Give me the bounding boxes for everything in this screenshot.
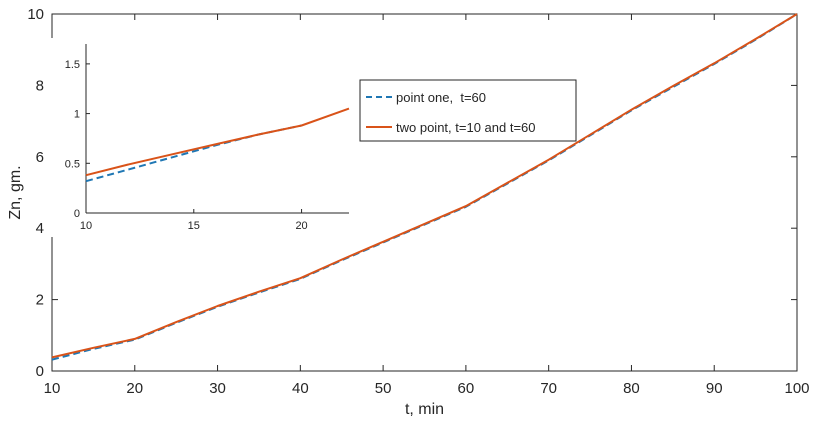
main-x-tick-label: 90 [706, 380, 723, 397]
main-x-tick-label: 10 [44, 380, 61, 397]
legend: point one, t=60 two point, t=10 and t=60 [359, 79, 577, 142]
legend-label-two-point: two point, t=10 and t=60 [396, 120, 536, 135]
inset-x-tick-label: 10 [80, 220, 92, 232]
inset-y-axis: 0 0.5 1 1.5 [65, 44, 90, 220]
main-x-tick-label: 50 [375, 380, 392, 397]
legend-label-point-one: point one, t=60 [396, 90, 486, 105]
main-x-tick-label: 40 [292, 380, 309, 397]
y-axis-label: Zn, gm. [7, 165, 24, 219]
inset-series-point-one-line [85, 124, 302, 183]
main-y-tick-label: 4 [36, 220, 44, 237]
inset-background [46, 38, 355, 237]
main-series-two-point-line [51, 13, 798, 359]
main-y-tick-label: 2 [36, 292, 44, 309]
main-series-group [51, 13, 798, 361]
main-x-tick-label: 30 [209, 380, 226, 397]
main-x-tick-label: 20 [126, 380, 143, 397]
inset-series-group [85, 107, 350, 183]
inset-y-tick-label: 0.5 [65, 158, 80, 170]
inset-x-axis: 10 15 20 [80, 209, 349, 232]
main-y-tick-label: 10 [27, 6, 44, 23]
inset-y-tick-label: 1.5 [65, 59, 80, 71]
main-x-tick-label: 60 [458, 380, 475, 397]
main-y-tick-label: 6 [36, 149, 44, 166]
inset-y-tick-label: 1 [74, 109, 80, 121]
inset-x-tick-label: 20 [295, 220, 307, 232]
inset-y-tick-label: 0 [74, 208, 80, 220]
main-x-axis: 10 20 30 40 50 60 70 80 90 100 [44, 14, 810, 397]
x-axis-label: t, min [405, 401, 444, 418]
main-y-tick-label: 8 [36, 77, 44, 94]
inset-x-tick-label: 15 [188, 220, 200, 232]
main-y-tick-label: 0 [36, 363, 44, 380]
inset-series-two-point-line [85, 107, 350, 177]
main-x-tick-label: 80 [623, 380, 640, 397]
main-x-tick-label: 100 [784, 380, 809, 397]
legend-box [359, 79, 577, 142]
inset-plot: 10 15 20 0 0.5 1 1.5 [46, 38, 355, 237]
main-x-tick-label: 70 [540, 380, 557, 397]
